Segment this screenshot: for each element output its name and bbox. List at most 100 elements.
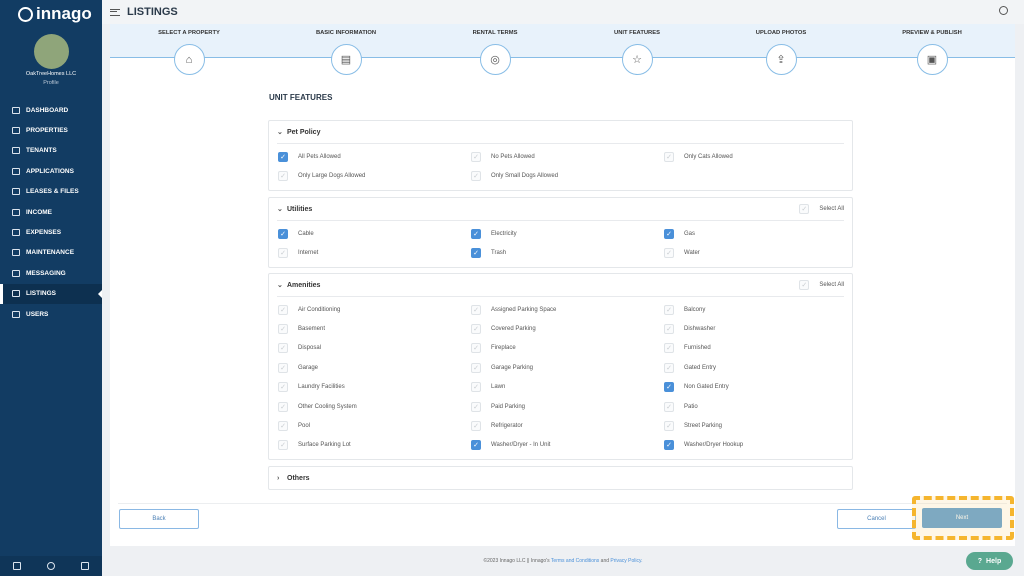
checkbox-item[interactable]: ✓ Internet [278, 243, 471, 262]
sidebar-item-expenses[interactable]: EXPENSES [0, 222, 102, 242]
checkbox-item[interactable]: ✓ Gas [664, 224, 857, 243]
checkbox[interactable]: ✓ [471, 362, 481, 373]
checkbox[interactable]: ✓ [471, 228, 481, 239]
checkbox-item[interactable]: ✓ Covered Parking [471, 319, 664, 338]
checkbox-item[interactable]: ✓ Lawn [471, 378, 664, 397]
select-all-checkbox[interactable]: ✓ [799, 204, 810, 214]
checkbox[interactable]: ✓ [471, 401, 481, 412]
checkbox[interactable]: ✓ [278, 171, 288, 182]
step-preview-publish[interactable]: PREVIEW & PUBLISH ▣ [857, 30, 1007, 75]
checkbox[interactable]: ✓ [278, 362, 288, 373]
checkbox[interactable]: ✓ [471, 440, 481, 451]
checkbox-item[interactable]: ✓ All Pets Allowed [278, 147, 471, 166]
section-header[interactable]: › Others [269, 467, 852, 489]
checkbox-item[interactable]: ✓ Surface Parking Lot [278, 436, 471, 455]
checkbox-item[interactable]: ✓ Washer/Dryer - In Unit [471, 436, 664, 455]
chevron-right-icon[interactable]: › [277, 474, 280, 482]
checkbox[interactable]: ✓ [664, 343, 674, 354]
checkbox[interactable]: ✓ [664, 248, 674, 259]
profile-link[interactable]: Profile [43, 80, 59, 86]
sidebar-item-users[interactable]: USERS [0, 304, 102, 324]
checkbox-item[interactable]: ✓ Electricity [471, 224, 664, 243]
checkbox[interactable]: ✓ [471, 421, 481, 432]
checkbox-item[interactable]: ✓ Disposal [278, 339, 471, 358]
checkbox[interactable]: ✓ [664, 382, 674, 393]
terms-link[interactable]: Terms and Conditions [550, 558, 600, 564]
checkbox-item[interactable]: ✓ Balcony [664, 300, 857, 319]
checkbox[interactable]: ✓ [471, 171, 481, 182]
checkbox-item[interactable]: ✓ Only Cats Allowed [664, 147, 857, 166]
checkbox-item[interactable]: ✓ Non Gated Entry [664, 378, 857, 397]
document-icon[interactable] [13, 562, 21, 570]
checkbox[interactable]: ✓ [664, 440, 674, 451]
sidebar-item-maintenance[interactable]: MAINTENANCE [0, 243, 102, 263]
checkbox-item[interactable]: ✓ Paid Parking [471, 397, 664, 416]
checkbox[interactable]: ✓ [278, 440, 288, 451]
checkbox[interactable]: ✓ [664, 401, 674, 412]
sidebar-item-messaging[interactable]: MESSAGING [0, 263, 102, 283]
chevron-down-icon[interactable]: ⌄ [277, 206, 283, 213]
section-header[interactable]: ⌄ Amenities ✓ Select All [269, 274, 852, 296]
checkbox-item[interactable]: ✓ Air Conditioning [278, 300, 471, 319]
checkbox-item[interactable]: ✓ Water [664, 243, 857, 262]
checkbox[interactable]: ✓ [471, 304, 481, 315]
checkbox[interactable]: ✓ [278, 248, 288, 259]
checkbox[interactable]: ✓ [471, 248, 481, 259]
checkbox-item[interactable]: ✓ Basement [278, 319, 471, 338]
checkbox[interactable]: ✓ [664, 228, 674, 239]
checkbox-item[interactable]: ✓ Trash [471, 243, 664, 262]
checkbox[interactable]: ✓ [664, 151, 674, 162]
chevron-down-icon[interactable]: ⌄ [277, 282, 283, 289]
checkbox[interactable]: ✓ [664, 304, 674, 315]
checkbox-item[interactable]: ✓ Garage [278, 358, 471, 377]
checkbox-item[interactable]: ✓ Only Small Dogs Allowed [471, 166, 664, 185]
logout-icon[interactable] [81, 562, 89, 570]
checkbox[interactable]: ✓ [278, 324, 288, 335]
checkbox-item[interactable]: ✓ Patio [664, 397, 857, 416]
checkbox-item[interactable]: ✓ No Pets Allowed [471, 147, 664, 166]
back-button[interactable]: Back [119, 509, 199, 529]
chevron-down-icon[interactable]: ⌄ [277, 129, 283, 136]
checkbox[interactable]: ✓ [278, 343, 288, 354]
checkbox[interactable]: ✓ [278, 228, 288, 239]
checkbox-item[interactable]: ✓ Garage Parking [471, 358, 664, 377]
checkbox-item[interactable]: ✓ Street Parking [664, 416, 857, 435]
checkbox[interactable]: ✓ [664, 324, 674, 335]
step-basic-information[interactable]: BASIC INFORMATION ▤ [271, 30, 421, 75]
select-all-checkbox[interactable]: ✓ [799, 280, 810, 290]
checkbox-item[interactable]: ✓ Washer/Dryer Hookup [664, 436, 857, 455]
sidebar-item-leases-files[interactable]: LEASES & FILES [0, 182, 102, 202]
checkbox-item[interactable]: ✓ Only Large Dogs Allowed [278, 166, 471, 185]
checkbox[interactable]: ✓ [471, 151, 481, 162]
checkbox[interactable]: ✓ [471, 343, 481, 354]
step-upload-photos[interactable]: UPLOAD PHOTOS ⇪ [706, 30, 856, 75]
next-button[interactable]: Next [922, 508, 1002, 528]
sidebar-item-applications[interactable]: APPLICATIONS [0, 161, 102, 181]
checkbox[interactable]: ✓ [278, 401, 288, 412]
checkbox[interactable]: ✓ [278, 151, 288, 162]
step-select-a-property[interactable]: SELECT A PROPERTY ⌂ [114, 30, 264, 75]
checkbox[interactable]: ✓ [664, 362, 674, 373]
checkbox-item[interactable]: ✓ Refrigerator [471, 416, 664, 435]
step-unit-features[interactable]: UNIT FEATURES ☆ [562, 30, 712, 75]
privacy-link[interactable]: Privacy Policy. [610, 558, 643, 564]
section-header[interactable]: ⌄ Pet Policy [269, 121, 852, 143]
sidebar-item-dashboard[interactable]: DASHBOARD [0, 100, 102, 120]
sidebar-item-listings[interactable]: LISTINGS [0, 283, 102, 304]
checkbox-item[interactable]: ✓ Gated Entry [664, 358, 857, 377]
sidebar-item-income[interactable]: INCOME [0, 202, 102, 222]
sidebar-item-properties[interactable]: PROPERTIES [0, 120, 102, 140]
checkbox-item[interactable]: ✓ Dishwasher [664, 319, 857, 338]
cancel-button[interactable]: Cancel [837, 509, 916, 529]
checkbox-item[interactable]: ✓ Cable [278, 224, 471, 243]
checkbox[interactable]: ✓ [278, 382, 288, 393]
gear-icon[interactable] [47, 562, 55, 570]
checkbox[interactable]: ✓ [471, 324, 481, 335]
section-header[interactable]: ⌄ Utilities ✓ Select All [269, 198, 852, 220]
menu-icon[interactable] [110, 8, 120, 16]
help-button[interactable]: ? Help [966, 552, 1013, 570]
checkbox-item[interactable]: ✓ Laundry Facilities [278, 378, 471, 397]
select-all[interactable]: ✓ Select All [799, 204, 844, 214]
checkbox-item[interactable]: ✓ Furnished [664, 339, 857, 358]
checkbox[interactable]: ✓ [278, 421, 288, 432]
